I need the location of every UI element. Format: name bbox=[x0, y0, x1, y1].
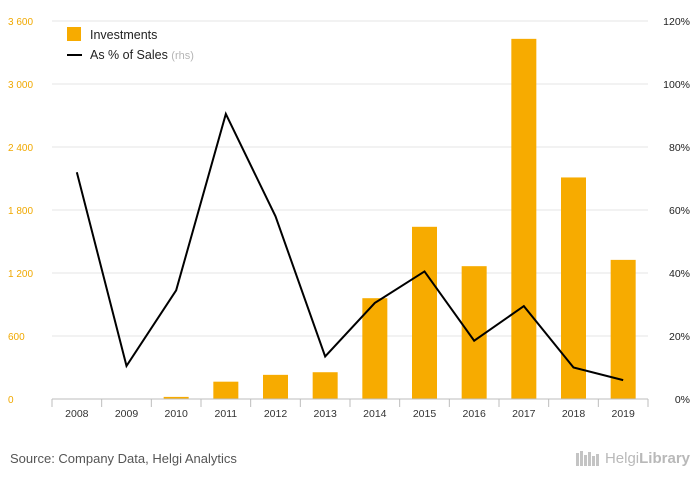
bar bbox=[213, 381, 239, 399]
logo-text-part2: Library bbox=[639, 449, 690, 467]
y-axis-left: 0 600 1 200 1 800 2 400 3 000 3 600 bbox=[8, 17, 33, 406]
x-tick-label: 2008 bbox=[65, 408, 89, 420]
chart: 2008 2009 2010 2011 2012 2013 2014 2015 2016 2017… bbox=[8, 16, 690, 420]
bar bbox=[461, 266, 487, 399]
pct-of-sales-line bbox=[75, 111, 624, 382]
y-right-tick-label: 80% bbox=[669, 142, 690, 154]
x-tick-label: 2013 bbox=[313, 408, 337, 420]
legend-swatch-investments bbox=[67, 27, 81, 41]
grid bbox=[52, 20, 648, 337]
y-left-tick-label: 3 600 bbox=[8, 17, 33, 28]
logo-text-part1: Helgi bbox=[604, 449, 640, 467]
y-left-tick-label: 3 000 bbox=[8, 80, 33, 91]
y-right-tick-label: 20% bbox=[669, 331, 690, 343]
y-left-tick-label: 1 200 bbox=[8, 269, 33, 280]
x-tick-label: 2017 bbox=[512, 408, 536, 420]
y-right-tick-label: 120% bbox=[663, 16, 690, 28]
bar bbox=[412, 226, 437, 399]
legend-label-pct: As % of Sales (rhs) bbox=[90, 48, 194, 62]
bar bbox=[163, 396, 189, 399]
bar bbox=[511, 38, 537, 399]
x-tick-label: 2014 bbox=[363, 408, 387, 420]
bar bbox=[610, 259, 636, 399]
x-axis: 2008 2009 2010 2011 2012 2013 2014 2015 2016 2017… bbox=[51, 398, 649, 420]
library-icon bbox=[575, 451, 599, 466]
x-tick-label: 2009 bbox=[115, 408, 139, 420]
x-tick-label: 2010 bbox=[164, 408, 188, 420]
x-tick-label: 2011 bbox=[215, 408, 238, 420]
line-series bbox=[75, 111, 624, 382]
legend-label-investments: Investments bbox=[90, 28, 157, 42]
y-axis-right: 0% 20% 40% 60% 80% 100% 120% bbox=[663, 16, 690, 406]
x-tick-label: 2018 bbox=[562, 408, 586, 420]
bars bbox=[163, 38, 636, 399]
bar bbox=[362, 298, 388, 399]
bar bbox=[561, 177, 586, 399]
y-right-tick-label: 100% bbox=[663, 79, 690, 91]
y-left-tick-label: 1 800 bbox=[8, 206, 33, 217]
source-note: Source: Company Data, Helgi Analytics bbox=[10, 451, 237, 466]
bar bbox=[263, 374, 288, 399]
helgi-library-logo: Helgi Library bbox=[575, 449, 690, 467]
y-left-tick-label: 600 bbox=[8, 332, 25, 343]
y-right-tick-label: 60% bbox=[669, 205, 690, 217]
y-right-tick-label: 0% bbox=[675, 394, 690, 406]
x-tick-label: 2016 bbox=[462, 408, 486, 420]
y-left-tick-label: 0 bbox=[8, 395, 14, 406]
legend-rhs-note: (rhs) bbox=[171, 50, 194, 62]
bar bbox=[312, 372, 338, 399]
y-left-tick-label: 2 400 bbox=[8, 143, 33, 154]
x-tick-label: 2012 bbox=[264, 408, 288, 420]
y-right-tick-label: 40% bbox=[669, 268, 690, 280]
x-tick-label: 2019 bbox=[611, 408, 635, 420]
x-tick-label: 2015 bbox=[413, 408, 437, 420]
legend: Investments As % of Sales (rhs) bbox=[67, 27, 194, 62]
